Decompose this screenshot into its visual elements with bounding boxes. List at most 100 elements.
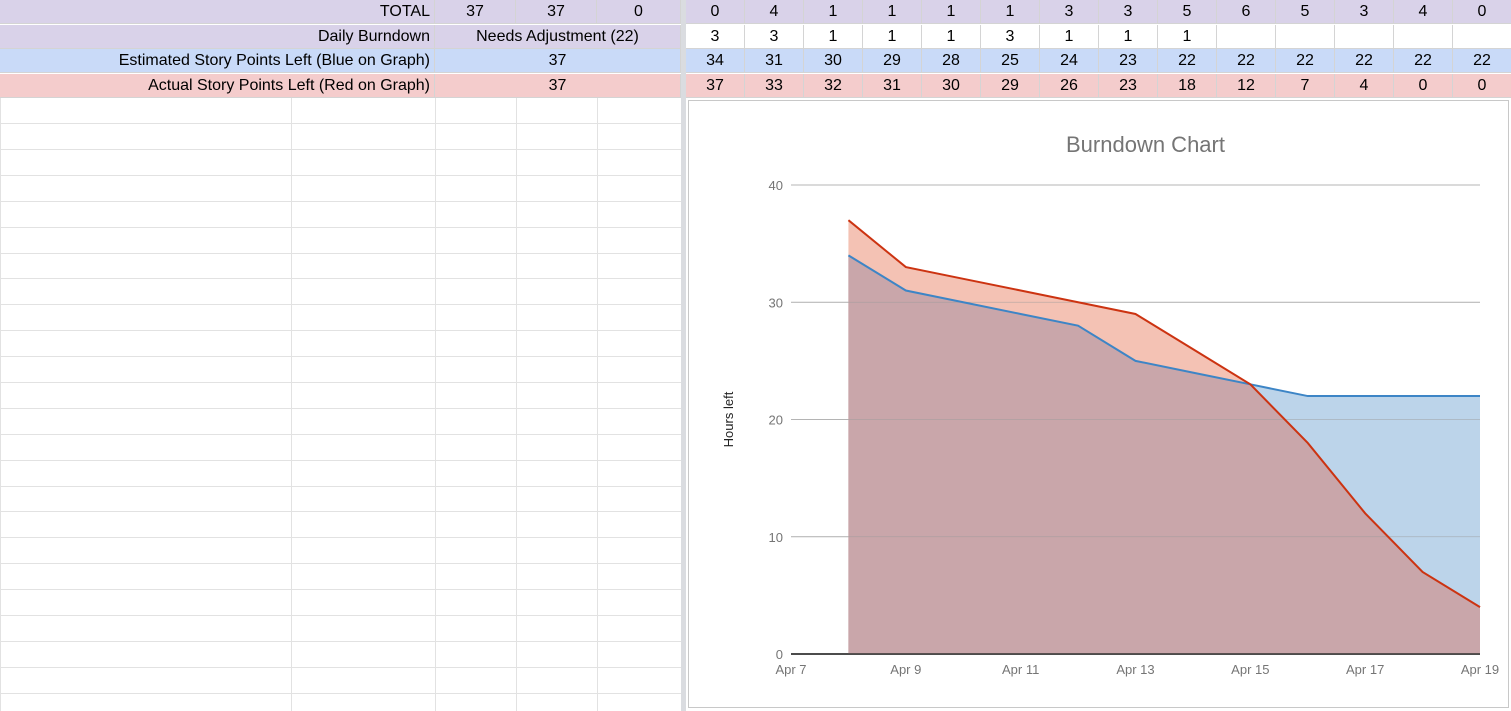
sheet-right-pane: 0 4 1 1 1 1 3 3 5 6 5 3 4 0 3 3 1 1 1 3 1 1 1 34 31 30 29 28 25 24 23 2… <box>686 0 1511 711</box>
daily-cell[interactable]: 33 <box>745 74 804 98</box>
daily-cell[interactable]: 31 <box>745 49 804 73</box>
daily-cell[interactable] <box>1453 25 1511 49</box>
grid-row-line <box>0 253 681 254</box>
daily-cell[interactable] <box>1335 25 1394 49</box>
grid-row-line <box>0 537 681 538</box>
sheet-left-pane: TOTAL 37 37 0 Daily Burndown Needs Adjustment… <box>0 0 681 711</box>
row-label-cell[interactable]: Daily Burndown <box>0 25 435 49</box>
daily-cell[interactable]: 31 <box>863 74 922 98</box>
daily-cell[interactable]: 3 <box>1335 0 1394 24</box>
daily-cell[interactable]: 3 <box>745 25 804 49</box>
daily-cell[interactable]: 18 <box>1158 74 1217 98</box>
actual-line <box>847 219 1481 608</box>
burndown-chart[interactable]: Burndown Chart Hours left 0 10 20 30 40 Apr 7 Ap… <box>688 100 1509 708</box>
daily-cell[interactable]: 1 <box>804 0 863 24</box>
grid-row-line <box>0 511 681 512</box>
frozen-pane-divider[interactable] <box>681 0 686 711</box>
daily-cell[interactable]: 29 <box>981 74 1040 98</box>
daily-cell[interactable]: 4 <box>1335 74 1394 98</box>
daily-cell[interactable]: 6 <box>1217 0 1276 24</box>
sheet-row-3: Actual Story Points Left (Red on Graph) 3… <box>0 74 681 98</box>
daily-cell[interactable]: 22 <box>1276 49 1335 73</box>
grid-row-line <box>0 227 681 228</box>
daily-cell[interactable]: 4 <box>1394 0 1453 24</box>
daily-cell[interactable]: 25 <box>981 49 1040 73</box>
daily-cell[interactable]: 3 <box>1099 0 1158 24</box>
grid-column-line <box>291 98 292 711</box>
daily-cell[interactable]: 0 <box>1453 74 1511 98</box>
daily-cell[interactable]: 22 <box>1217 49 1276 73</box>
daily-cell[interactable]: 1 <box>804 25 863 49</box>
daily-cell[interactable]: 3 <box>981 25 1040 49</box>
daily-cell[interactable]: 1 <box>1158 25 1217 49</box>
merged-summary-cell[interactable]: Needs Adjustment (22) <box>435 25 681 49</box>
daily-cell[interactable]: 4 <box>745 0 804 24</box>
merged-summary-cell[interactable]: 37 <box>435 49 681 73</box>
grid-row-line <box>0 667 681 668</box>
daily-cell[interactable]: 12 <box>1217 74 1276 98</box>
x-tick-label: Apr 7 <box>775 662 806 677</box>
daily-cell[interactable]: 26 <box>1040 74 1099 98</box>
grid-row-line <box>0 123 681 124</box>
daily-cell[interactable]: 30 <box>922 74 981 98</box>
grid-row-line <box>0 408 681 409</box>
daily-cell[interactable]: 1 <box>1099 25 1158 49</box>
daily-cell[interactable]: 30 <box>804 49 863 73</box>
grid-column-line <box>0 98 1 711</box>
grid-row-line <box>0 382 681 383</box>
daily-cell[interactable]: 0 <box>1394 74 1453 98</box>
grid-row-line <box>0 330 681 331</box>
daily-cell[interactable] <box>1217 25 1276 49</box>
grid-row-line <box>0 693 681 694</box>
daily-cell[interactable]: 23 <box>1099 49 1158 73</box>
row-label-cell[interactable]: Estimated Story Points Left (Blue on Gra… <box>0 49 435 73</box>
estimated-line <box>847 254 1480 398</box>
daily-row-3: 37 33 32 31 30 29 26 23 18 12 7 4 0 0 <box>686 74 1511 98</box>
daily-cell[interactable]: 22 <box>1394 49 1453 73</box>
y-axis-label: Hours left <box>721 391 736 447</box>
summary-cell[interactable]: 37 <box>435 0 516 24</box>
daily-cell[interactable]: 1 <box>863 25 922 49</box>
daily-cell[interactable]: 1 <box>922 25 981 49</box>
daily-cell[interactable]: 0 <box>1453 0 1511 24</box>
daily-cell[interactable]: 22 <box>1158 49 1217 73</box>
grid-row-line <box>0 460 681 461</box>
x-tick-label: Apr 19 <box>1461 662 1499 677</box>
daily-cell[interactable]: 22 <box>1453 49 1511 73</box>
y-tick-label: 20 <box>769 413 783 428</box>
daily-cell[interactable]: 1 <box>863 0 922 24</box>
grid-row-line <box>0 356 681 357</box>
daily-cell[interactable]: 7 <box>1276 74 1335 98</box>
row-label-cell[interactable]: TOTAL <box>0 0 435 24</box>
daily-cell[interactable] <box>1276 25 1335 49</box>
daily-cell[interactable] <box>1394 25 1453 49</box>
daily-cell[interactable]: 3 <box>686 25 745 49</box>
sheet-row-0: TOTAL 37 37 0 <box>0 0 681 24</box>
merged-summary-cell[interactable]: 37 <box>435 74 681 98</box>
x-tick-label: Apr 13 <box>1116 662 1154 677</box>
summary-cell[interactable]: 37 <box>516 0 597 24</box>
daily-cell[interactable]: 34 <box>686 49 745 73</box>
daily-cell[interactable]: 37 <box>686 74 745 98</box>
daily-cell[interactable]: 22 <box>1335 49 1394 73</box>
y-tick-label: 30 <box>769 295 783 310</box>
grid-row-line <box>0 434 681 435</box>
daily-cell[interactable]: 28 <box>922 49 981 73</box>
daily-cell[interactable]: 24 <box>1040 49 1099 73</box>
grid-row-line <box>0 175 681 176</box>
daily-cell[interactable]: 29 <box>863 49 922 73</box>
daily-cell[interactable]: 23 <box>1099 74 1158 98</box>
daily-cell[interactable]: 0 <box>686 0 745 24</box>
daily-cell[interactable]: 3 <box>1040 0 1099 24</box>
grid-row-line <box>0 641 681 642</box>
grid-row-line <box>0 278 681 279</box>
daily-cell[interactable]: 1 <box>981 0 1040 24</box>
overlap-area <box>848 255 1480 654</box>
row-label-cell[interactable]: Actual Story Points Left (Red on Graph) <box>0 74 435 98</box>
daily-cell[interactable]: 5 <box>1276 0 1335 24</box>
summary-cell[interactable]: 0 <box>597 0 681 24</box>
daily-cell[interactable]: 5 <box>1158 0 1217 24</box>
daily-cell[interactable]: 1 <box>1040 25 1099 49</box>
daily-cell[interactable]: 32 <box>804 74 863 98</box>
daily-cell[interactable]: 1 <box>922 0 981 24</box>
